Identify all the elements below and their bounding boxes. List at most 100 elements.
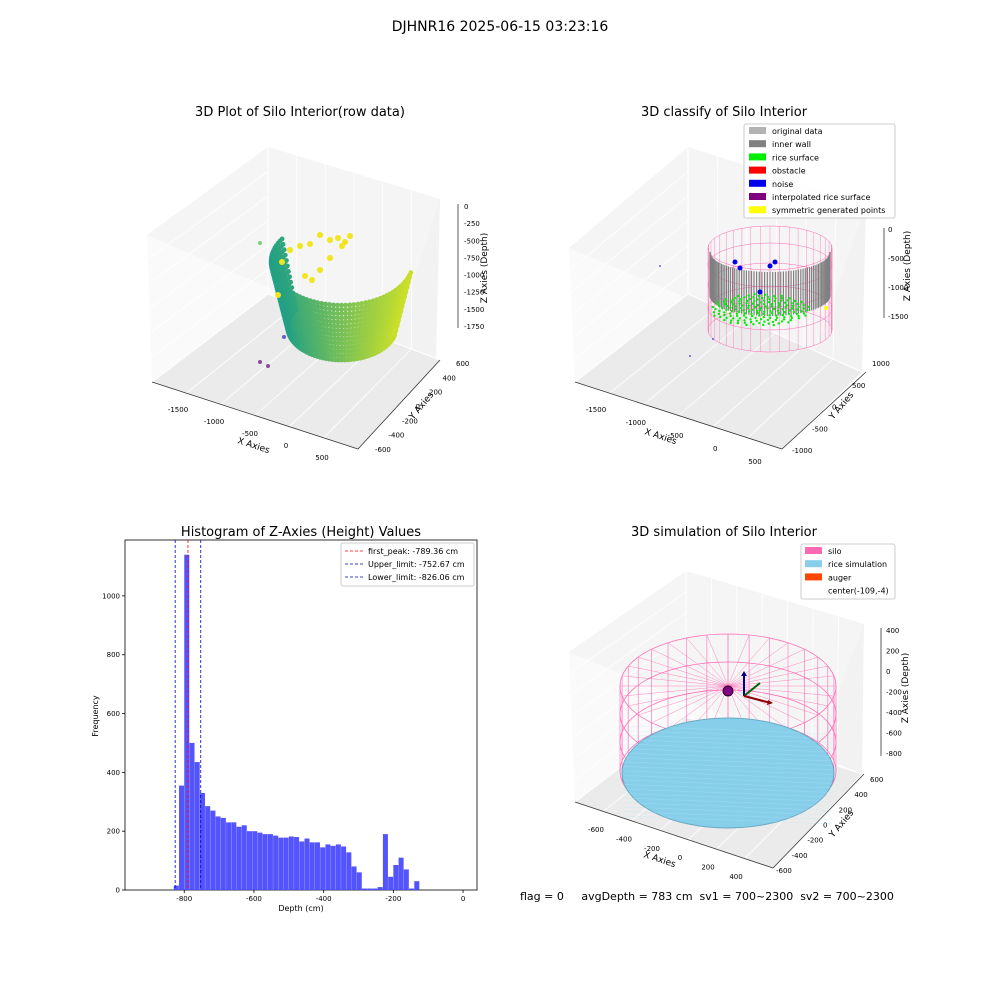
legend4-swatch-0 — [805, 547, 822, 554]
histogram-plot-frame — [124, 539, 478, 891]
panel2-x-tick-3: 0 — [713, 445, 717, 453]
panel1-z-tick-6: -1500 — [464, 306, 484, 314]
panel4-z-tick-3: -200 — [886, 689, 902, 697]
histogram-x-tick-0: -800 — [176, 895, 192, 903]
panel1-title: 3D Plot of Silo Interior(row data) — [195, 105, 405, 120]
auger-marker — [722, 671, 773, 705]
legend-label-5: interpolated rice surface — [772, 193, 870, 202]
panel2-y-tick-labels: -1000 -500 0 500 1000 — [792, 360, 890, 455]
histogram-y-label: Frequency — [91, 695, 100, 737]
legend4-label-0: silo — [828, 547, 842, 556]
histogram-bar-9 — [220, 817, 226, 890]
histogram-bar-30 — [330, 845, 336, 890]
panel1-z-tick-1: -250 — [464, 220, 480, 228]
legend-swatch-0 — [749, 127, 766, 134]
panel2-z-tick-1: -500 — [888, 255, 904, 263]
panel2-z-tick-labels: 0 -500 -1000 -1500 — [888, 226, 908, 321]
histogram-y-tick-1: 200 — [107, 828, 120, 836]
histogram-x-tick-3: -200 — [385, 895, 401, 903]
histogram-bar-4 — [194, 762, 200, 890]
panel1-y-tick-2: -200 — [402, 417, 418, 425]
histogram-bar-42 — [393, 865, 399, 890]
panel2-x-tick-labels: -1500 -1000 -500 0 500 — [586, 406, 762, 466]
status-line: flag = 0 avgDepth = 783 cm sv1 = 700~230… — [520, 890, 894, 903]
panel4-legend: silo rice simulation auger center(-109,-4) — [800, 543, 896, 600]
panel2-z-label: Z Axies (Depth) — [903, 231, 913, 302]
histogram-bar-0 — [173, 885, 179, 890]
panel2-y-tick-2: 0 — [832, 404, 836, 412]
histogram-bar-20 — [278, 837, 284, 890]
panel4-x-tick-labels: -600 -400 -200 0 200 400 — [588, 826, 743, 881]
legend4-swatch-2 — [805, 573, 822, 581]
histogram-bar-35 — [356, 872, 362, 890]
panel4-x-tick-4: 200 — [701, 864, 714, 872]
histogram-bar-3 — [189, 742, 195, 890]
histogram-x-label: Depth (cm) — [278, 904, 323, 913]
histogram-bar-17 — [262, 834, 268, 890]
panel4-x-tick-1: -400 — [616, 835, 632, 843]
histogram-bar-2 — [184, 554, 190, 890]
histogram-bar-27 — [314, 842, 320, 890]
histogram-bar-18 — [267, 834, 273, 890]
histogram-bar-37 — [367, 888, 373, 890]
histogram-bars — [173, 554, 420, 890]
panel1-y-tick-5: 400 — [443, 374, 456, 382]
legend-swatch-3 — [749, 166, 766, 174]
panel1-z-label: Z Axies (Depth) — [480, 233, 490, 304]
histogram-bar-21 — [283, 837, 289, 890]
histogram-x-ticks: -800 -600 -400 -200 0 — [176, 890, 465, 903]
panel1-y-tick-4: 200 — [429, 389, 442, 397]
panel-raw-data: 3D Plot of Silo Interior(row data) -1500… — [147, 105, 490, 462]
histogram-bar-22 — [288, 836, 294, 890]
legend-label-4: noise — [772, 180, 793, 189]
panel2-classified-points — [659, 225, 833, 357]
legend4-swatch-1 — [805, 560, 822, 568]
panel4-z-tick-1: 200 — [886, 648, 899, 656]
legend-label-2: rice surface — [772, 153, 819, 162]
histogram-bar-1 — [179, 785, 185, 890]
histogram-bar-15 — [252, 831, 258, 890]
panel2-x-tick-2: -500 — [668, 432, 684, 440]
histogram-bar-36 — [361, 888, 368, 890]
histogram-legend-label-0: first_peak: -789.36 cm — [368, 547, 458, 556]
panel4-y-tick-5: 400 — [854, 791, 867, 799]
legend-swatch-4 — [749, 179, 766, 187]
histogram-bar-32 — [341, 846, 347, 890]
panel3-title: Histogram of Z-Axies (Height) Values — [181, 525, 421, 540]
suptitle: DJHNR16 2025-06-15 03:23:16 — [392, 19, 609, 35]
panel2-y-tick-3: 500 — [852, 382, 865, 390]
panel1-x-tick-3: 0 — [284, 442, 288, 450]
legend-swatch-5 — [749, 193, 766, 200]
histogram-bar-8 — [215, 816, 221, 890]
panel4-z-tick-labels: 400 200 0 -200 -400 -600 -800 — [886, 627, 902, 758]
panel-simulation: 3D simulation of Silo Interior -600-400-… — [569, 525, 911, 881]
panel2-z-tick-2: -1000 — [888, 284, 908, 292]
histogram-bar-7 — [210, 810, 216, 890]
histogram-bar-43 — [398, 857, 404, 890]
panel4-y-tick-2: -200 — [807, 837, 823, 845]
panel4-x-label: X Axies — [642, 850, 677, 870]
histogram-bar-29 — [325, 844, 331, 890]
panel1-z-tick-labels: 0 -250 -500 -750 -1000 -1250 -1500 -1750 — [464, 203, 484, 331]
panel1-z-tick-5: -1250 — [464, 289, 484, 297]
histogram-bar-25 — [304, 838, 310, 890]
histogram-bar-19 — [273, 835, 279, 890]
histogram-reference-lines — [174, 540, 202, 890]
panel4-y-tick-3: 0 — [823, 822, 827, 830]
histogram-x-tick-4: 0 — [461, 895, 465, 903]
panel4-x-tick-5: 400 — [729, 873, 742, 881]
histogram-y-tick-3: 600 — [107, 710, 120, 718]
panel4-y-tick-6: 600 — [870, 776, 883, 784]
legend-swatch-6 — [749, 206, 766, 214]
histogram-bar-26 — [309, 842, 315, 890]
panel1-y-tick-3: 0 — [416, 403, 420, 411]
panel2-legend: original data inner wall rice surface obsta… — [743, 123, 896, 219]
panel2-x-tick-1: -1000 — [626, 419, 646, 427]
histogram-y-tick-0: 0 — [116, 887, 120, 895]
panel1-z-tick-2: -500 — [464, 237, 480, 245]
histogram-x-tick-1: -600 — [246, 895, 262, 903]
panel1-x-tick-1: -1000 — [204, 418, 224, 426]
histogram-bar-44 — [403, 869, 409, 890]
